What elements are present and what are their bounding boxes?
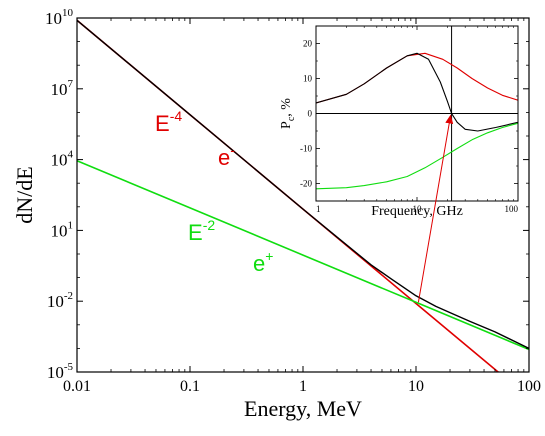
curve-label-sup-1: - (230, 142, 235, 158)
inset-y-axis-title-sub: c (286, 116, 297, 121)
curve-label-base-1: e (218, 145, 230, 170)
main-y-tick-exp-5: 10 (62, 7, 74, 19)
inset-y-tick-label-3: 10 (303, 74, 313, 84)
main-y-tick-exp-4: 7 (68, 78, 74, 90)
curve-label-sup-3: + (265, 248, 273, 264)
main-y-tick-label-5: 1010 (45, 7, 74, 28)
inset-series-group (316, 52, 518, 190)
curve-label-0: E-4 (155, 108, 182, 136)
inset-series-line-1 (316, 52, 518, 132)
main-x-tick-label-0: 0.01 (63, 378, 91, 395)
curve-label-sup-0: -4 (170, 108, 183, 124)
main-y-tick-base-0: 10 (47, 363, 64, 382)
main-y-tick-label-3: 104 (51, 149, 74, 170)
main-x-tick-label-3: 10 (408, 378, 424, 395)
inset-pointer-arrow-0 (417, 114, 454, 303)
inset-y-tick-label-2: 0 (308, 109, 313, 119)
main-y-tick-exp-3: 4 (68, 149, 74, 161)
main-y-tick-base-3: 10 (51, 151, 68, 170)
curve-label-1: e- (218, 142, 235, 170)
inset-y-tick-label-4: 20 (303, 39, 313, 49)
main-y-tick-exp-0: -5 (64, 361, 74, 373)
inset-x-axis-title: Frequency, GHz (371, 204, 463, 219)
inset-y-tick-label-0: -20 (300, 179, 312, 189)
main-series-group (77, 19, 529, 372)
main-y-tick-base-4: 10 (51, 80, 68, 99)
main-y-tick-base-1: 10 (47, 292, 64, 311)
curve-label-2: E-2 (188, 217, 215, 245)
curve-label-base-3: e (253, 251, 265, 276)
inset-y-axis-title-base: P (279, 121, 294, 129)
main-x-axis-title: Energy, MeV (244, 396, 362, 421)
inset-x-tick-label-2: 100 (505, 204, 519, 214)
curve-label-sup-2: -2 (203, 217, 216, 233)
inset-x-tick-label-1: 10 (413, 204, 423, 214)
inset-x-tick-label-0: 1 (316, 204, 321, 214)
main-y-tick-exp-1: -2 (64, 290, 73, 302)
main-y-axis-title: dN/dE (12, 166, 37, 223)
main-y-tick-base-5: 10 (45, 9, 62, 28)
main-y-tick-label-2: 101 (51, 219, 74, 240)
main-y-tick-base-2: 10 (51, 221, 68, 240)
main-x-tick-label-4: 100 (517, 378, 541, 395)
inset-y-axis-title: Pc, % (279, 98, 297, 129)
main-y-tick-label-4: 107 (51, 78, 74, 99)
curve-label-3: e+ (253, 248, 273, 276)
main-x-tick-label-1: 0.1 (180, 378, 200, 395)
inset-y-tick-label-1: -10 (300, 144, 312, 154)
main-series-line-1 (77, 159, 529, 351)
main-y-tick-exp-2: 1 (68, 219, 74, 231)
inset-series-line-2 (316, 122, 518, 190)
curve-label-base-2: E (188, 220, 203, 245)
main-x-tick-label-2: 1 (299, 378, 307, 395)
main-y-tick-label-1: 10-2 (47, 290, 73, 311)
inset-y-axis-title-unit: , % (279, 98, 294, 117)
main-y-tick-label-0: 10-5 (47, 361, 74, 382)
curve-label-base-0: E (155, 111, 170, 136)
main-series-line-2 (77, 19, 529, 350)
